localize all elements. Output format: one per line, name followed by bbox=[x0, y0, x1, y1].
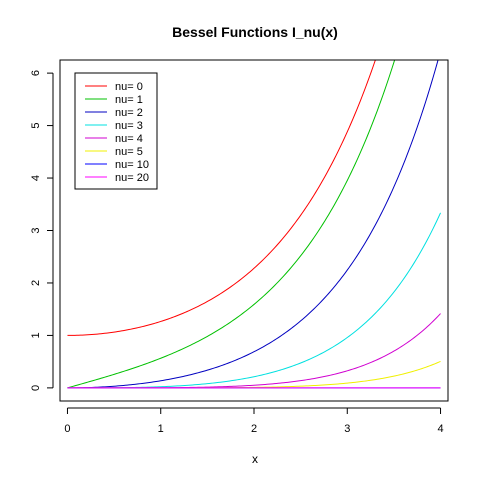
series-line-1 bbox=[67, 60, 396, 389]
series-line-5 bbox=[67, 360, 441, 389]
x-tick-label: 3 bbox=[344, 423, 350, 435]
y-tick-label: 4 bbox=[30, 175, 42, 181]
legend: nu= 0nu= 1nu= 2nu= 3nu= 4nu= 5nu= 10nu= … bbox=[74, 72, 158, 190]
legend-label-3: nu= 3 bbox=[115, 120, 143, 132]
series-line-0 bbox=[67, 60, 376, 336]
legend-label-5: nu= 5 bbox=[115, 146, 143, 158]
x-tick-label: 1 bbox=[158, 423, 164, 435]
series-line-3 bbox=[67, 212, 441, 389]
x-tick-label: 4 bbox=[437, 423, 443, 435]
y-tick-label: 3 bbox=[30, 227, 42, 233]
legend-label-0: nu= 0 bbox=[115, 81, 143, 93]
legend-box bbox=[74, 72, 158, 190]
series-layer bbox=[67, 60, 441, 389]
x-tick-label: 2 bbox=[251, 423, 257, 435]
x-axis: 0 1 2 3 4 bbox=[64, 407, 444, 435]
x-tick-label: 0 bbox=[64, 423, 70, 435]
y-tick-label: 5 bbox=[30, 123, 42, 129]
legend-label-2: nu= 2 bbox=[115, 107, 143, 119]
y-tick-label: 2 bbox=[30, 280, 42, 286]
legend-label-6: nu= 10 bbox=[115, 159, 149, 171]
legend-label-7: nu= 20 bbox=[115, 172, 149, 184]
y-axis: 0 1 2 3 4 5 6 bbox=[30, 70, 54, 391]
y-tick-label: 1 bbox=[30, 332, 42, 338]
legend-label-1: nu= 1 bbox=[115, 94, 143, 106]
chart-title: Bessel Functions I_nu(x) bbox=[172, 24, 338, 40]
plot-frame bbox=[59, 59, 449, 402]
y-tick-label: 6 bbox=[30, 70, 42, 76]
y-tick-label: 0 bbox=[30, 385, 42, 391]
x-axis-label: x bbox=[252, 452, 258, 466]
legend-label-4: nu= 4 bbox=[115, 133, 143, 145]
series-line-2 bbox=[67, 60, 439, 389]
